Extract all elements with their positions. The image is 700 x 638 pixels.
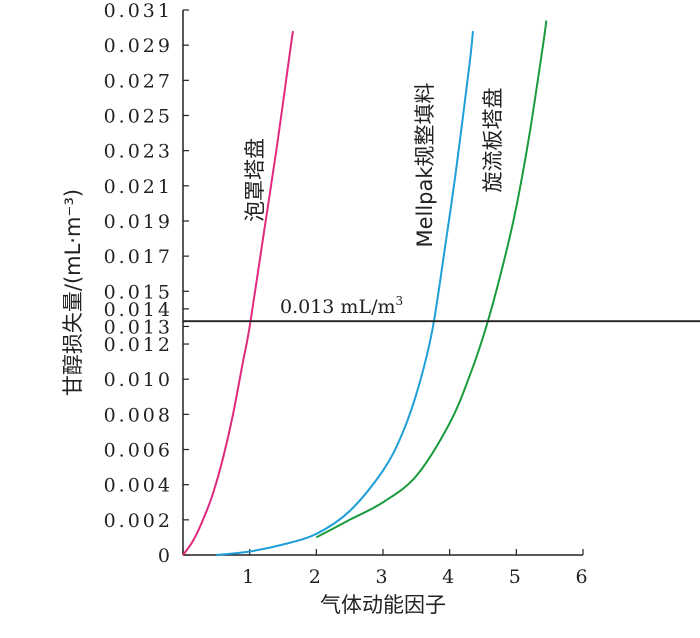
y-tick-label: 0.019 — [104, 211, 173, 233]
x-tick-label: 1 — [242, 566, 257, 588]
y-tick-label: 0.004 — [104, 475, 173, 497]
x-tick-group: 1 2 3 4 5 6 — [182, 549, 590, 588]
x-tick-label: 3 — [375, 566, 390, 588]
reference-line-label-text: 0.013 mL/m — [280, 296, 395, 318]
x-axis-title: 气体动能因子 — [320, 593, 446, 617]
y-tick-label: 0.012 — [104, 334, 173, 356]
y-tick-label: 0.002 — [104, 510, 173, 532]
y-tick-label: 0.014 — [104, 299, 173, 321]
y-tick-label: 0.025 — [104, 105, 173, 127]
y-tick-label: 0.006 — [104, 440, 173, 462]
reference-line-label-sup: 3 — [395, 294, 403, 308]
y-tick-label: 0.031 — [104, 0, 173, 22]
y-tick-label: 0.029 — [104, 35, 173, 57]
series-line-0 — [182, 30, 294, 556]
y-tick-label: 0.008 — [104, 404, 173, 426]
x-tick-label: 5 — [509, 566, 524, 588]
series-label-mellpak-packing: Mellpak规整填料 — [413, 82, 437, 247]
y-tick-label: 0.013 — [104, 316, 173, 338]
x-tick-label: 6 — [575, 566, 590, 588]
y-tick-label: 0.027 — [104, 70, 173, 92]
y-tick-group: 00.0020.0040.0060.0080.0100.0120.0130.01… — [104, 0, 189, 567]
series-label-rotational-flow-tray: 旋流板塔盘 — [481, 88, 505, 193]
series-line-1 — [216, 30, 474, 556]
x-tick-label: 2 — [309, 566, 324, 588]
series-group — [182, 20, 548, 556]
series-label-bubble-cap-tray: 泡罩塔盘 — [243, 138, 267, 222]
y-tick-label: 0.010 — [104, 369, 173, 391]
y-tick-label: 0.023 — [104, 141, 173, 163]
reference-line-label: 0.013 mL/m3 — [280, 294, 403, 318]
y-axis-title: 甘醇损失量/(mL·m⁻³) — [61, 189, 85, 396]
y-tick-label: 0.021 — [104, 176, 173, 198]
series-line-2 — [315, 20, 548, 539]
y-tick-label: 0.017 — [104, 246, 173, 268]
y-tick-label: 0.015 — [104, 281, 173, 303]
x-tick-label: 4 — [442, 566, 457, 588]
y-tick-label: 0 — [158, 545, 173, 567]
